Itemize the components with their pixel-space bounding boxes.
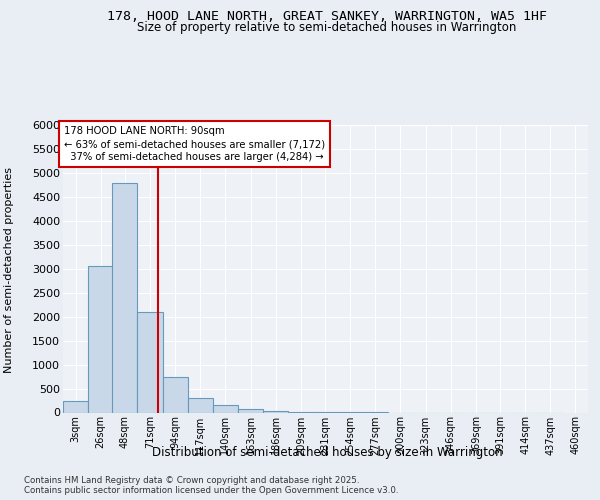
Bar: [112, 182, 137, 412]
Text: Contains HM Land Registry data © Crown copyright and database right 2025.: Contains HM Land Registry data © Crown c…: [24, 476, 359, 485]
Bar: [63, 400, 88, 412]
Bar: [263, 411, 289, 412]
Text: Number of semi-detached properties: Number of semi-detached properties: [4, 167, 14, 373]
Text: Contains public sector information licensed under the Open Government Licence v3: Contains public sector information licen…: [24, 486, 398, 495]
Text: 178, HOOD LANE NORTH, GREAT SANKEY, WARRINGTON, WA5 1HF: 178, HOOD LANE NORTH, GREAT SANKEY, WARR…: [107, 10, 547, 23]
Bar: [137, 312, 163, 412]
Text: Size of property relative to semi-detached houses in Warrington: Size of property relative to semi-detach…: [137, 21, 517, 34]
Text: 178 HOOD LANE NORTH: 90sqm
← 63% of semi-detached houses are smaller (7,172)
  3: 178 HOOD LANE NORTH: 90sqm ← 63% of semi…: [64, 126, 325, 162]
Bar: [88, 266, 113, 412]
Bar: [238, 408, 263, 412]
Bar: [213, 406, 238, 412]
Text: Distribution of semi-detached houses by size in Warrington: Distribution of semi-detached houses by …: [152, 446, 502, 459]
Bar: [188, 398, 213, 412]
Bar: [163, 376, 188, 412]
